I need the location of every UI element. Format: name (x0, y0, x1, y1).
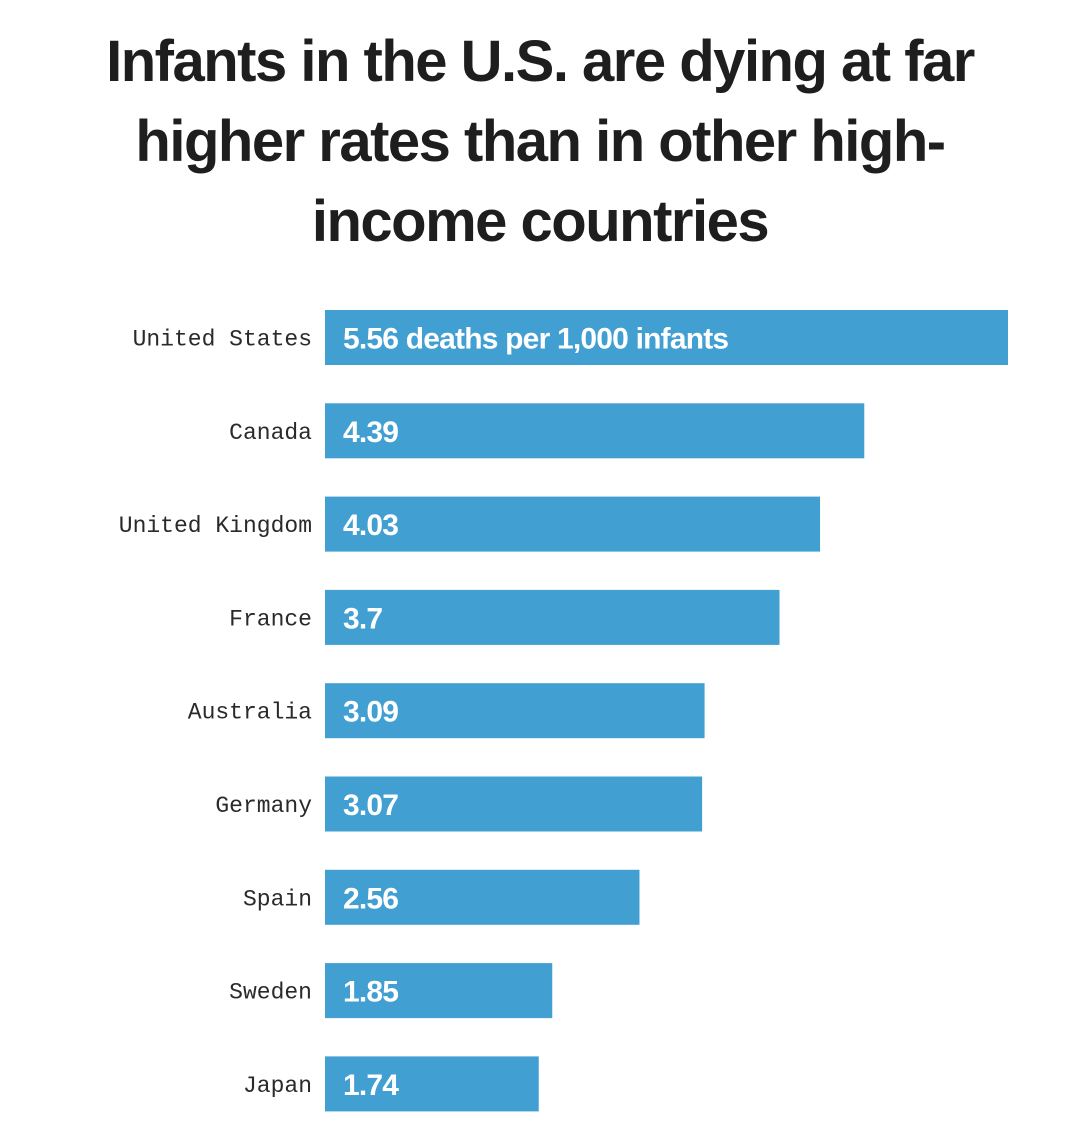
category-label: Germany (215, 793, 312, 819)
value-label: 1.74 (343, 1069, 399, 1102)
value-label: 1.85 (343, 976, 398, 1009)
bar (325, 869, 640, 925)
bar (325, 963, 553, 1019)
bar (325, 589, 780, 645)
bar (325, 496, 821, 552)
chart-title: Infants in the U.S. are dying at far hig… (106, 29, 975, 254)
category-label: United States (133, 327, 312, 353)
value-label: 3.09 (343, 696, 398, 729)
category-label: Sweden (229, 980, 312, 1006)
category-label: United Kingdom (119, 513, 312, 539)
value-label: 4.39 (343, 416, 398, 449)
value-label: 4.03 (343, 509, 398, 542)
category-label: France (229, 606, 312, 632)
bar (325, 403, 865, 459)
value-label: 2.56 (343, 882, 398, 915)
bar (325, 683, 705, 739)
value-label: 3.7 (343, 602, 382, 635)
category-label: Australia (188, 700, 312, 726)
value-label: 3.07 (343, 789, 398, 822)
bar (325, 776, 703, 832)
bar (325, 310, 1008, 365)
category-label: Japan (243, 1073, 312, 1099)
category-label: Spain (243, 886, 312, 912)
category-label: Canada (229, 420, 312, 446)
bar (325, 1056, 539, 1112)
value-label: 5.56 deaths per 1,000 infants (343, 323, 728, 356)
